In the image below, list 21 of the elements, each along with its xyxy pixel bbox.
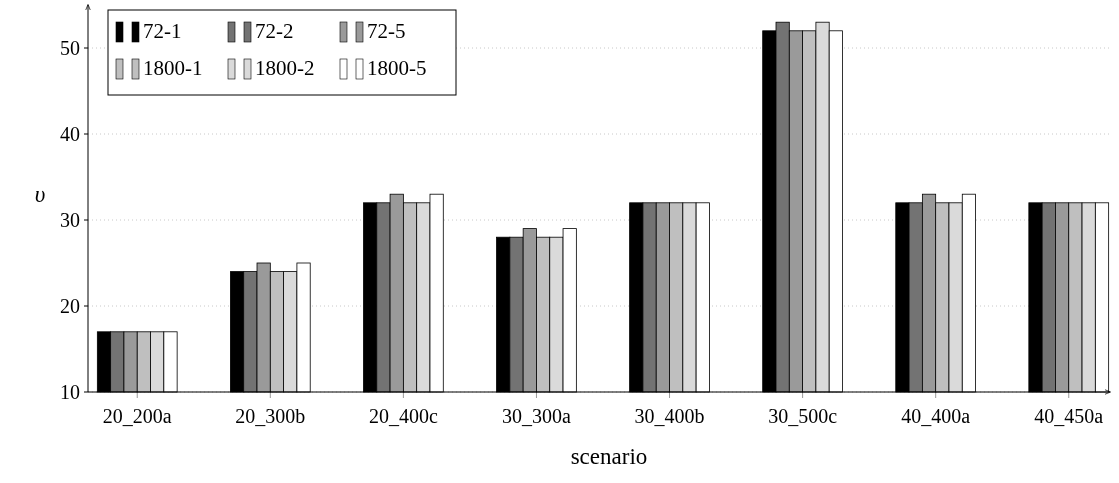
x-tick-label: 40_400a — [901, 405, 971, 427]
y-tick-label: 20 — [60, 295, 80, 317]
y-tick-label: 50 — [60, 37, 80, 59]
legend-label: 1800-1 — [143, 56, 203, 80]
legend-label: 1800-2 — [255, 56, 315, 80]
x-tick-label: 40_450a — [1034, 405, 1104, 427]
y-tick-label: 30 — [60, 209, 80, 231]
x-axis-title: scenario — [570, 444, 648, 469]
x-tick-label: 30_300a — [502, 405, 572, 427]
legend-label: 72-1 — [143, 19, 182, 43]
legend-label: 1800-5 — [367, 56, 427, 80]
x-tick-label: 20_300b — [235, 405, 306, 427]
x-tick-label: 30_400b — [634, 405, 705, 427]
y-tick-label: 40 — [60, 123, 80, 145]
y-tick-label: 10 — [60, 381, 80, 403]
legend-label: 72-2 — [255, 19, 294, 43]
x-tick-label: 20_400c — [368, 405, 438, 427]
x-tick-label: 20_200a — [102, 405, 172, 427]
legend-label: 72-5 — [367, 19, 406, 43]
y-axis-title: υ — [34, 181, 46, 207]
x-tick-label: 30_500c — [768, 405, 838, 427]
